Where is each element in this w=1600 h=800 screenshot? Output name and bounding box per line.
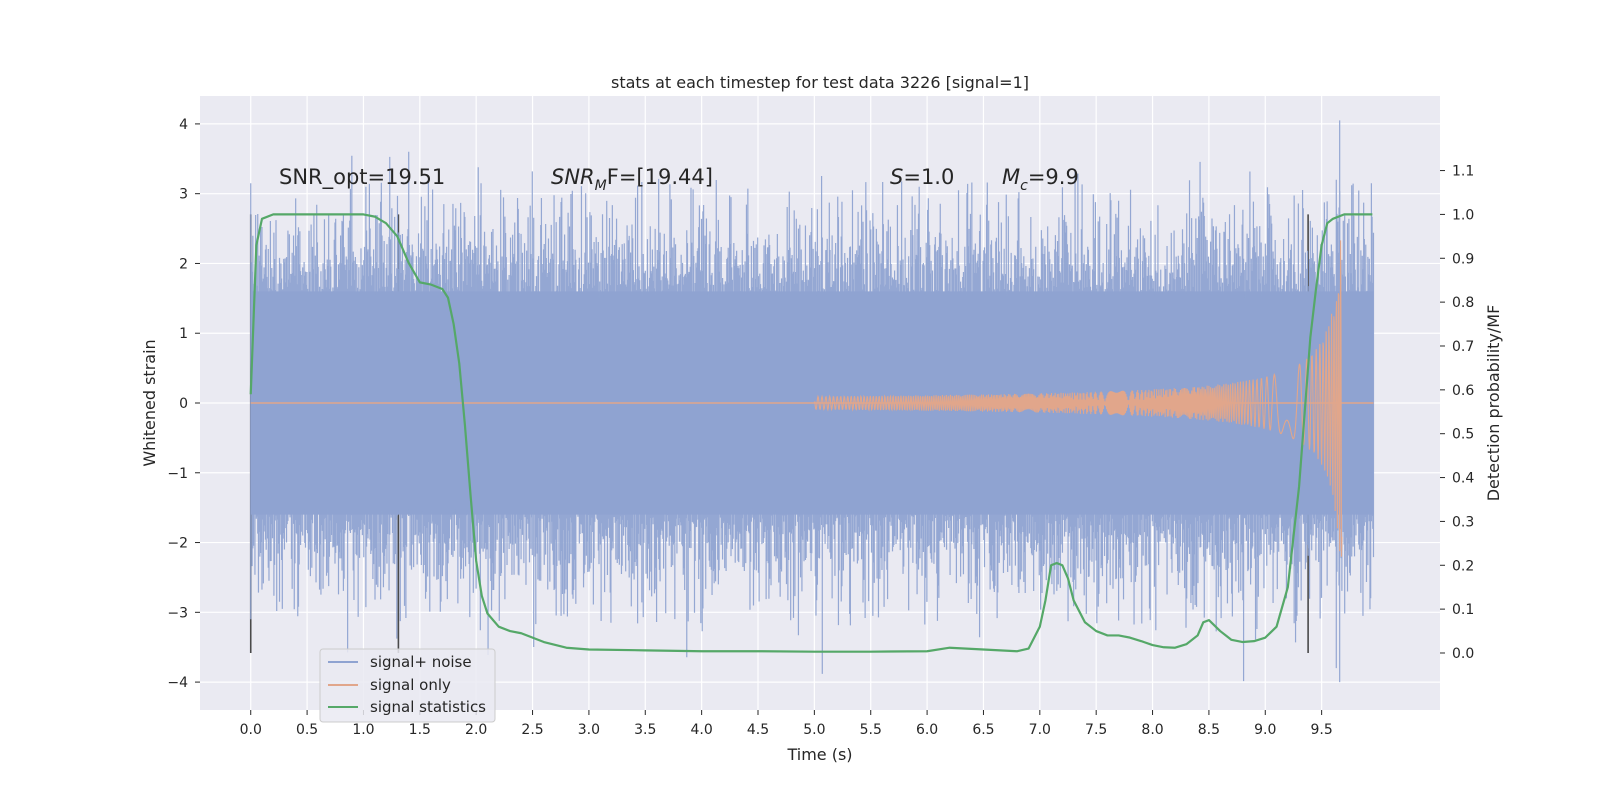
y2-tick-label: 0.7 bbox=[1452, 339, 1474, 355]
y2-tick-label: 1.1 bbox=[1452, 164, 1474, 180]
statistics-line bbox=[249, 213, 1373, 653]
mc-value: =9.9 bbox=[1028, 165, 1079, 189]
y2-tick-label: 0.0 bbox=[1452, 646, 1474, 662]
y-tick-label: −3 bbox=[167, 605, 188, 621]
annotation-snr-opt: SNR_opt=19.51 bbox=[279, 165, 445, 190]
x-tick-label: 3.0 bbox=[578, 722, 600, 738]
x-tick-label: 2.0 bbox=[465, 722, 487, 738]
y-axis-label: Whitened strain bbox=[140, 339, 159, 466]
x-tick-label: 6.5 bbox=[972, 722, 994, 738]
series-signal-only bbox=[250, 240, 1374, 557]
x-tick-label: 7.0 bbox=[1029, 722, 1051, 738]
y-tick-label: 1 bbox=[179, 326, 188, 342]
chart-title: stats at each timestep for test data 322… bbox=[611, 73, 1029, 92]
y2-tick-label: 0.9 bbox=[1452, 251, 1474, 267]
x-tick-label: 9.5 bbox=[1311, 722, 1333, 738]
legend-label-signal-only: signal only bbox=[370, 676, 451, 694]
legend-label-signal-noise: signal+ noise bbox=[370, 653, 472, 671]
y-tick-label: 0 bbox=[179, 396, 188, 412]
y-tick-label: −4 bbox=[167, 675, 188, 691]
legend: signal+ noise signal only signal statist… bbox=[319, 648, 496, 723]
s-value: =1.0 bbox=[903, 165, 954, 189]
y2-tick-label: 1.0 bbox=[1452, 207, 1474, 223]
annotation-s: S=1.0 bbox=[890, 165, 954, 189]
x-tick-label: 0.5 bbox=[296, 722, 318, 738]
mc-subscript: c bbox=[1020, 178, 1028, 194]
y-tick-label: −2 bbox=[167, 536, 188, 552]
snr-mf-symbol: SNR bbox=[551, 165, 595, 189]
y2-tick-label: 0.3 bbox=[1452, 514, 1474, 530]
y2-axis-label: Detection probability/MF bbox=[1484, 305, 1503, 502]
y2-tick-label: 0.2 bbox=[1452, 558, 1474, 574]
y2-tick-label: 0.8 bbox=[1452, 295, 1474, 311]
x-tick-label: 5.5 bbox=[860, 722, 882, 738]
y-tick-label: 3 bbox=[179, 187, 188, 203]
x-tick-label: 1.5 bbox=[409, 722, 431, 738]
x-axis-label: Time (s) bbox=[786, 745, 852, 764]
x-tick-label: 3.5 bbox=[634, 722, 656, 738]
snr-mf-value: F=[19.44] bbox=[607, 165, 713, 189]
x-tick-label: 1.0 bbox=[352, 722, 374, 738]
annotation-snr-mf: SNRMF=[19.44] bbox=[551, 165, 713, 194]
legend-box bbox=[319, 648, 496, 723]
series-signal-statistics bbox=[249, 213, 1373, 653]
x-tick-label: 8.5 bbox=[1198, 722, 1220, 738]
legend-label-signal-statistics: signal statistics bbox=[370, 698, 486, 716]
mc-symbol: M bbox=[1002, 165, 1020, 189]
y-tick-label: −1 bbox=[167, 466, 188, 482]
y2-tick-label: 0.5 bbox=[1452, 427, 1474, 443]
y2-tick-label: 0.6 bbox=[1452, 383, 1474, 399]
y-axis-ticks: 4 3 2 1 0 −1 −2 −3 −4 bbox=[167, 117, 200, 691]
y2-axis-ticks: 1.1 1.0 0.9 0.8 0.7 0.6 0.5 0.4 0.3 0.2 0.1 0.0 bbox=[1440, 164, 1474, 662]
x-tick-label: 4.0 bbox=[691, 722, 713, 738]
x-axis-ticks: 0.0 0.5 1.0 1.5 2.0 2.5 3.0 3.5 4.0 4.5 5.0 5.5 6.0 6… bbox=[240, 710, 1333, 738]
x-tick-label: 2.5 bbox=[521, 722, 543, 738]
x-tick-label: 8.0 bbox=[1141, 722, 1163, 738]
x-tick-label: 9.0 bbox=[1254, 722, 1276, 738]
y2-tick-label: 0.4 bbox=[1452, 471, 1474, 487]
x-tick-label: 0.0 bbox=[240, 722, 262, 738]
annotation-mc: Mc=9.9 bbox=[1002, 165, 1079, 194]
s-symbol: S bbox=[890, 165, 903, 189]
snr-mf-subscript: M bbox=[595, 178, 607, 194]
y-tick-label: 4 bbox=[179, 117, 188, 133]
x-tick-label: 4.5 bbox=[747, 722, 769, 738]
x-tick-label: 6.0 bbox=[916, 722, 938, 738]
y-tick-label: 2 bbox=[179, 256, 188, 272]
y2-tick-label: 0.1 bbox=[1452, 602, 1474, 618]
x-tick-label: 7.5 bbox=[1085, 722, 1107, 738]
x-tick-label: 5.0 bbox=[803, 722, 825, 738]
